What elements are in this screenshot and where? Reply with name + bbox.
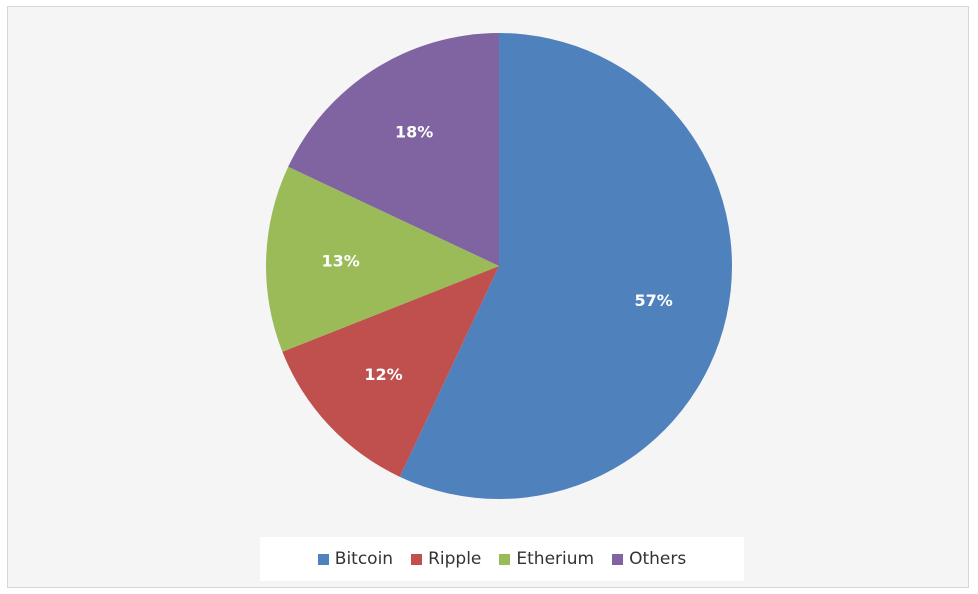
legend-swatch-ripple	[411, 553, 423, 565]
legend-item-etherium: Etherium	[499, 549, 594, 569]
legend-item-others: Others	[612, 549, 686, 569]
pie-slice-others	[288, 33, 499, 266]
legend-label-etherium: Etherium	[516, 549, 595, 569]
legend-label-ripple: Ripple	[428, 549, 482, 569]
legend-swatch-others	[612, 553, 624, 565]
data-label-others: 18%	[395, 123, 433, 142]
legend-item-bitcoin: Bitcoin	[317, 549, 394, 569]
legend-label-bitcoin: Bitcoin	[334, 549, 394, 569]
data-label-bitcoin: 57%	[634, 291, 672, 310]
legend-swatch-etherium	[499, 553, 511, 565]
pie-chart: 57% 12% 13% 18%	[266, 33, 733, 500]
chart-area: 57% 12% 13% 18% Bitcoin Ripple Etherium Others	[7, 6, 969, 588]
legend-label-others: Others	[629, 549, 687, 569]
data-label-etherium: 13%	[321, 252, 359, 271]
legend-swatch-bitcoin	[317, 553, 329, 565]
data-label-ripple: 12%	[364, 365, 402, 384]
legend-item-ripple: Ripple	[411, 549, 481, 569]
pie-slice-etherium	[266, 166, 499, 352]
legend: Bitcoin Ripple Etherium Others	[260, 537, 744, 581]
pie-slice-ripple	[282, 266, 499, 477]
pie-slice-bitcoin	[399, 33, 733, 500]
